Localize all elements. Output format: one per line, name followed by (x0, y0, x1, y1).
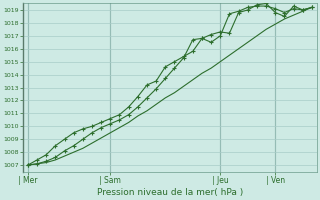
X-axis label: Pression niveau de la mer( hPa ): Pression niveau de la mer( hPa ) (97, 188, 243, 197)
